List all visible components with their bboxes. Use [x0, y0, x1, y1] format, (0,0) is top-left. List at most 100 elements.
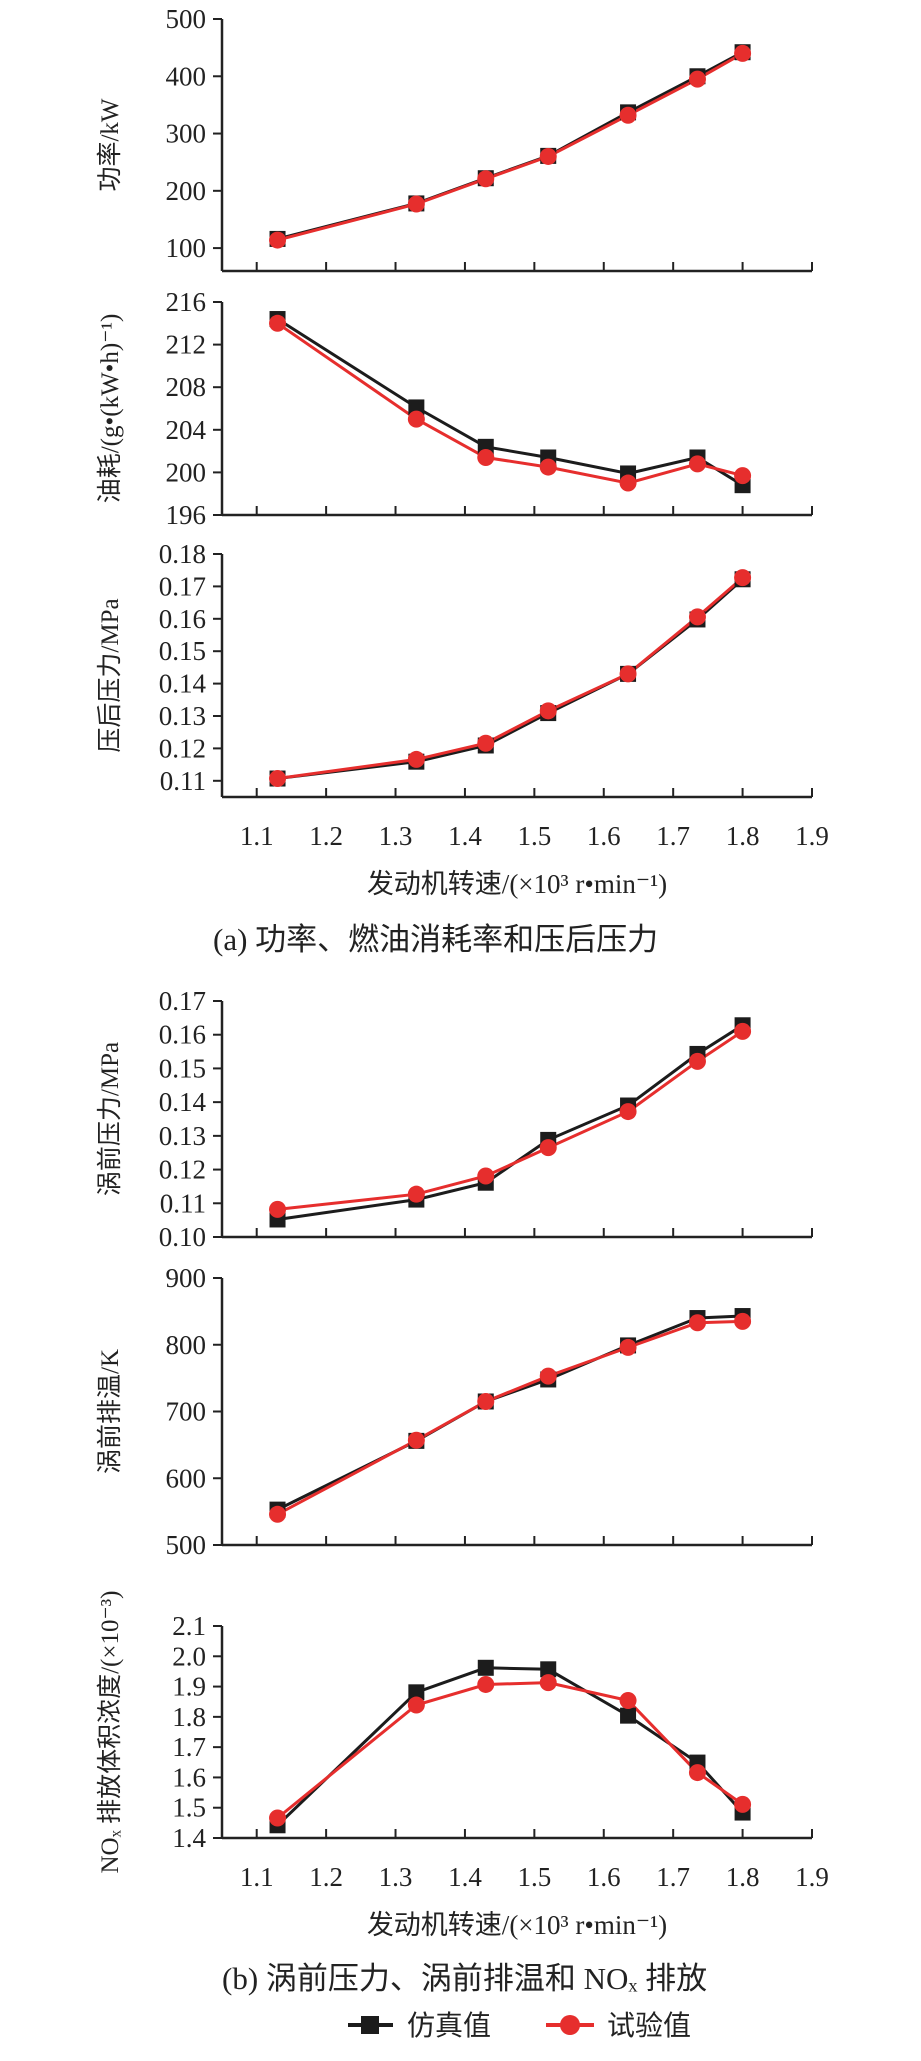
x-axis-label: 发动机转速/(×10³ r•min⁻¹)	[367, 869, 667, 899]
y-tick-label: 208	[166, 372, 207, 402]
sim-series-line	[276, 1314, 743, 1511]
test-point	[477, 1392, 495, 1410]
y-tick-label: 2.1	[172, 1611, 206, 1641]
sim-point	[620, 1707, 637, 1724]
panel-3: 0.110.120.130.140.150.160.170.18 1.1 1.2 1.…	[96, 539, 829, 899]
caption-a: (a) 功率、燃油消耗率和压后压力	[213, 922, 658, 957]
test-point	[688, 70, 706, 88]
test-point	[619, 474, 637, 492]
panels: 100 200 300 400 500 功率/kW 196 200 204 208 212 216 油耗…	[96, 4, 829, 1940]
x-tick-label: 1.3	[379, 821, 413, 851]
test-point	[269, 1200, 287, 1218]
test-series-line	[276, 1681, 744, 1820]
sim-point	[408, 1684, 425, 1701]
test-point	[734, 569, 752, 587]
y-tick-label: 1.6	[172, 1762, 206, 1792]
y-tick-label: 600	[166, 1463, 207, 1493]
test-point	[688, 1052, 706, 1070]
test-series-line	[277, 52, 744, 242]
test-point	[477, 1675, 495, 1693]
y-axis-label: NOₓ 排放体积浓度/(×10⁻³)	[96, 1591, 124, 1874]
y-tick-label: 212	[166, 330, 207, 360]
test-point	[269, 1505, 287, 1523]
y-tick-label: 2.0	[172, 1641, 206, 1671]
y-tick-label: 0.11	[160, 766, 206, 796]
y-tick-label: 0.17	[159, 986, 206, 1016]
test-point	[539, 1139, 557, 1157]
y-axis-label: 涡前排温/K	[96, 1349, 124, 1474]
y-tick-label: 400	[166, 61, 207, 91]
x-tick-label: 1.2	[309, 821, 343, 851]
test-point	[477, 448, 495, 466]
x-tick-label: 1.4	[448, 1862, 482, 1892]
y-tick-label: 196	[166, 500, 207, 530]
caption-b: (b) 涡前压力、涡前排温和 NOₓ 排放	[222, 1961, 707, 1996]
y-tick-label: 216	[166, 287, 207, 317]
legend-test-circle-icon	[560, 2015, 580, 2035]
y-axis-label: 油耗/(g•(kW•h)⁻¹)	[96, 314, 124, 504]
test-point	[688, 608, 706, 626]
y-tick-label: 1.4	[172, 1823, 206, 1853]
test-point	[734, 1795, 752, 1813]
panel-5: 500 600 700 800 900 涡前排温/K	[96, 1263, 813, 1560]
y-tick-label: 0.12	[159, 733, 206, 763]
x-tick-label: 1.7	[656, 1862, 690, 1892]
x-tick-label: 1.1	[240, 1862, 274, 1892]
test-point	[269, 314, 287, 332]
y-axis-label: 功率/kW	[96, 98, 124, 191]
sim-series-line	[277, 578, 744, 780]
y-tick-label: 0.16	[159, 604, 206, 634]
y-tick-label: 200	[166, 176, 207, 206]
sim-series-line	[277, 50, 744, 241]
panel-6: 1.41.51.61.71.81.92.02.11.1 1.2 1.3 1.4 1.5 1…	[96, 1591, 829, 1941]
y-tick-label: 0.10	[159, 1222, 206, 1252]
y-tick-label: 800	[166, 1330, 207, 1360]
test-point	[269, 770, 287, 788]
y-tick-label: 1.8	[172, 1702, 206, 1732]
test-point	[619, 1692, 637, 1710]
panel-1: 100 200 300 400 500 功率/kW	[96, 4, 813, 273]
test-point	[477, 734, 495, 752]
y-tick-label: 500	[166, 1530, 207, 1560]
test-series-line	[277, 1030, 744, 1211]
test-point	[477, 170, 495, 188]
x-tick-label: 1.8	[726, 1862, 760, 1892]
x-tick-label: 1.6	[587, 821, 621, 851]
panel-4: 0.10 0.110.12 0.13 0.14 0.150.16 0.17 涡前压力/MPa	[96, 986, 813, 1252]
test-point	[539, 147, 557, 165]
legend-test-label: 试验值	[607, 2010, 691, 2042]
test-point	[539, 1367, 557, 1385]
y-tick-label: 0.12	[159, 1155, 206, 1185]
test-point	[407, 1185, 425, 1203]
y-tick-label: 0.11	[160, 1188, 206, 1218]
test-point	[619, 1338, 637, 1356]
sim-point	[540, 1661, 557, 1678]
y-tick-label: 0.18	[159, 539, 206, 569]
test-point	[407, 195, 425, 213]
y-axis-label: 涡前压力/MPa	[96, 1042, 124, 1196]
x-tick-label: 1.8	[726, 821, 760, 851]
y-tick-label: 900	[166, 1263, 207, 1293]
legend-sim-square-icon	[361, 2016, 379, 2034]
x-tick-label: 1.5	[517, 1862, 551, 1892]
y-tick-label: 0.13	[159, 701, 206, 731]
y-tick-label: 0.15	[159, 636, 206, 666]
y-tick-label: 700	[166, 1397, 207, 1427]
y-tick-label: 0.16	[159, 1020, 206, 1050]
y-tick-label: 0.17	[159, 571, 206, 601]
legend: 仿真值 试验值	[348, 2010, 691, 2042]
x-tick-label: 1.7	[656, 821, 690, 851]
x-tick-label: 1.2	[309, 1862, 343, 1892]
x-tick-label: 1.9	[795, 1862, 829, 1892]
y-tick-label: 200	[166, 457, 207, 487]
test-point	[688, 455, 706, 473]
test-point	[477, 1167, 495, 1185]
test-series-line	[276, 1319, 743, 1516]
test-point	[688, 1764, 706, 1782]
test-point	[539, 1674, 557, 1692]
test-point	[269, 1809, 287, 1827]
test-point	[619, 665, 637, 683]
test-series-line	[276, 322, 743, 485]
test-point	[539, 702, 557, 720]
